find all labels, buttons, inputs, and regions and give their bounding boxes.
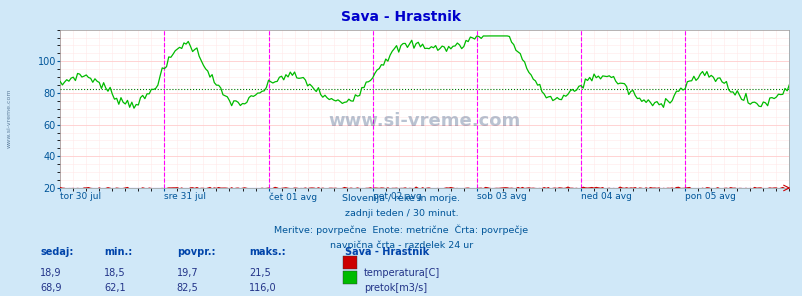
Text: Sava - Hrastnik: Sava - Hrastnik	[341, 10, 461, 24]
Text: 18,5: 18,5	[104, 268, 126, 278]
Text: maks.:: maks.:	[249, 247, 286, 257]
Text: Meritve: povrpečne  Enote: metrične  Črta: povrpečje: Meritve: povrpečne Enote: metrične Črta:…	[274, 225, 528, 235]
Text: Slovenija / reke in morje.: Slovenija / reke in morje.	[342, 194, 460, 203]
Text: temperatura[C]: temperatura[C]	[363, 268, 439, 278]
Text: 68,9: 68,9	[40, 283, 62, 293]
Text: povpr.:: povpr.:	[176, 247, 215, 257]
Text: 62,1: 62,1	[104, 283, 126, 293]
Text: min.:: min.:	[104, 247, 132, 257]
Text: 18,9: 18,9	[40, 268, 62, 278]
Text: 21,5: 21,5	[249, 268, 270, 278]
Text: navpična črta - razdelek 24 ur: navpična črta - razdelek 24 ur	[330, 240, 472, 250]
Text: zadnji teden / 30 minut.: zadnji teden / 30 minut.	[344, 209, 458, 218]
Text: Sava - Hrastnik: Sava - Hrastnik	[345, 247, 429, 257]
Text: 116,0: 116,0	[249, 283, 276, 293]
Text: pretok[m3/s]: pretok[m3/s]	[363, 283, 427, 293]
Text: sedaj:: sedaj:	[40, 247, 74, 257]
Text: www.si-vreme.com: www.si-vreme.com	[6, 89, 11, 148]
Text: 19,7: 19,7	[176, 268, 198, 278]
Text: www.si-vreme.com: www.si-vreme.com	[328, 112, 520, 131]
Text: 82,5: 82,5	[176, 283, 198, 293]
